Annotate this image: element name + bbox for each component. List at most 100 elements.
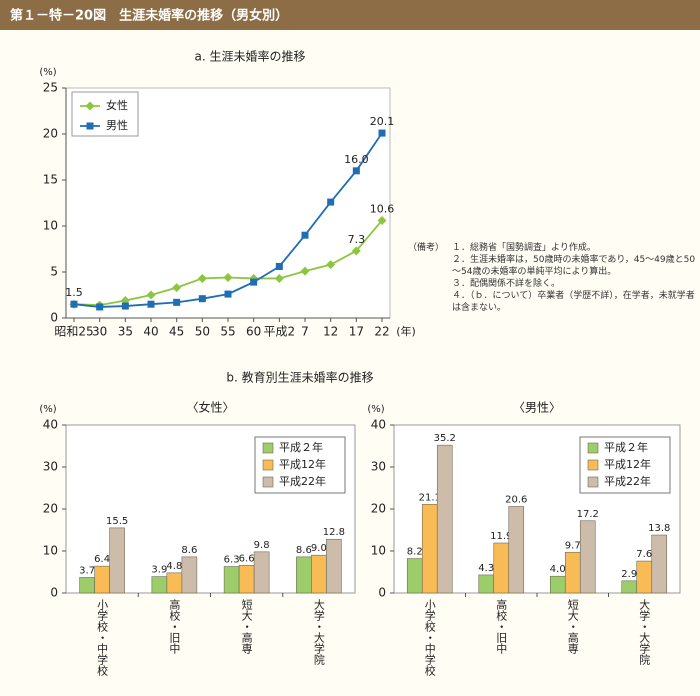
legend-swatch — [262, 476, 274, 488]
legend-label: 平成12年 — [604, 457, 651, 471]
bar — [478, 574, 495, 594]
point — [147, 300, 155, 308]
bar — [296, 556, 312, 594]
value-label: 4.8 — [166, 561, 182, 572]
value-label: 7.3 — [348, 233, 366, 246]
notes: （備考） １．総務省「国勢調査」より作成。 ２．生涯未婚率は，50歳時の未婚率で… — [408, 242, 696, 314]
notes-list: １．総務省「国勢調査」より作成。 ２．生涯未婚率は，50歳時の未婚率であり，45… — [408, 242, 696, 314]
point — [274, 273, 284, 283]
x-tick-label: 高校・旧中 — [495, 598, 508, 654]
header-title: 第１－特－20図 生涯未婚率の推移（男女別） — [10, 8, 288, 24]
value-label: 6.6 — [239, 553, 255, 564]
note: ２．生涯未婚率は，50歳時の未婚率であり，45～49歳と50～54歳の未婚率の単… — [452, 255, 696, 277]
value-label: 4.0 — [550, 564, 566, 575]
y-tick-label: 40 — [43, 418, 58, 432]
point — [96, 303, 104, 311]
x-axis-label: (年) — [396, 324, 416, 338]
legend-swatch — [587, 442, 599, 454]
x-tick-label: 小学校・中学校 — [423, 599, 436, 677]
bar — [421, 504, 438, 594]
y-tick-label: 20 — [371, 502, 386, 516]
point — [327, 198, 335, 206]
chart-title: 〈女性〉 — [186, 400, 234, 415]
y-axis-label: (%) — [39, 67, 56, 78]
x-tick-label: 12 — [323, 325, 338, 339]
y-tick-label: 30 — [371, 460, 386, 474]
bar — [94, 565, 110, 594]
legend-label: 平成22年 — [279, 474, 326, 488]
value-label: 10.6 — [370, 202, 395, 215]
value-label: 9.7 — [565, 540, 581, 551]
x-tick-label: 短大・高専 — [240, 598, 253, 654]
y-tick-label: 25 — [43, 81, 58, 95]
note: ３．配偶関係不詳を除く。 — [452, 279, 561, 289]
value-label: 20.6 — [505, 494, 527, 505]
x-tick-label: 平成2 — [264, 325, 296, 339]
legend-swatch — [262, 442, 274, 454]
x-tick-label: 30 — [92, 325, 107, 339]
bar — [549, 575, 566, 594]
value-label: 3.9 — [151, 565, 167, 576]
y-tick-label: 10 — [43, 219, 58, 233]
value-label: 11.9 — [490, 531, 512, 542]
point — [223, 273, 233, 283]
y-tick-label: 15 — [43, 173, 58, 187]
value-label: 8.6 — [181, 545, 197, 556]
bar — [493, 542, 510, 594]
bar — [579, 520, 596, 594]
x-tick-label: 40 — [143, 325, 158, 339]
bar — [238, 564, 255, 594]
y-axis-label: (%) — [367, 404, 384, 415]
value-label: 7.6 — [636, 549, 652, 560]
y-tick-label: 0 — [50, 311, 58, 325]
x-tick-label: 小学校・中学校 — [96, 599, 109, 677]
point — [377, 215, 387, 225]
legend-label: 男性 — [106, 118, 128, 132]
notes-label: （備考） — [408, 243, 445, 253]
x-tick-label: 22 — [374, 325, 389, 339]
x-tick-label: 短大・高専 — [566, 598, 579, 654]
legend-swatch — [262, 459, 274, 471]
value-label: 6.3 — [224, 555, 240, 566]
point — [275, 262, 283, 270]
bar — [636, 560, 653, 594]
point — [146, 290, 156, 300]
legend-label: 平成22年 — [604, 474, 651, 488]
x-tick-label: 45 — [169, 325, 184, 339]
bar — [436, 444, 453, 594]
x-tick-label: 7 — [301, 325, 309, 339]
value-label: 6.4 — [94, 554, 110, 565]
y-tick-label: 0 — [378, 586, 386, 600]
point — [224, 290, 232, 298]
value-label: 8.6 — [296, 545, 312, 556]
x-tick-label: 55 — [220, 325, 235, 339]
value-label: 2.9 — [621, 569, 637, 580]
point — [300, 266, 310, 276]
y-tick-label: 10 — [43, 544, 58, 558]
point — [351, 246, 361, 256]
y-tick-label: 20 — [43, 127, 58, 141]
note: １．総務省「国勢調査」より作成。 — [452, 243, 596, 253]
bar — [181, 556, 198, 594]
value-label: 8.2 — [407, 547, 423, 558]
point — [121, 302, 129, 310]
point — [85, 101, 95, 111]
legend-label: 平成２年 — [604, 440, 648, 454]
y-tick-label: 10 — [371, 544, 386, 558]
header-bar — [0, 0, 700, 30]
value-label: 3.7 — [79, 565, 95, 576]
point — [172, 283, 182, 293]
value-label: 4.3 — [478, 563, 494, 574]
value-label: 16.0 — [344, 153, 369, 166]
y-tick-label: 40 — [371, 418, 386, 432]
x-tick-label: 大学・大学院 — [312, 598, 325, 665]
legend-swatch — [587, 459, 599, 471]
panel-title: b. 教育別生涯未婚率の推移 — [226, 370, 373, 385]
point — [86, 122, 94, 130]
y-axis-label: (%) — [39, 404, 56, 415]
bar — [406, 558, 423, 594]
y-tick-label: 5 — [50, 265, 58, 279]
x-tick-label: 高校・旧中 — [168, 598, 181, 654]
